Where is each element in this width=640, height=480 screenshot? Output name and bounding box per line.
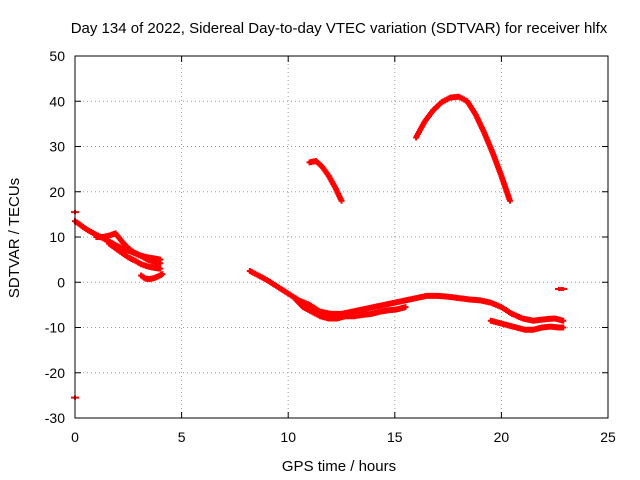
series-arc-2b (291, 295, 409, 322)
data-point (157, 260, 164, 267)
data-point (338, 197, 345, 204)
series-arc-3 (306, 157, 345, 204)
x-tick-label: 25 (600, 429, 616, 445)
x-tick-label: 0 (71, 429, 79, 445)
series-arc-1d (138, 271, 166, 283)
series-arc-1c (106, 240, 164, 272)
x-axis-title: GPS time / hours (282, 458, 396, 475)
series-arc-2 (246, 267, 567, 324)
data-point (157, 265, 164, 272)
series-arc-4 (413, 93, 513, 204)
y-tick-label: 30 (49, 139, 65, 155)
series-arc-1b (93, 230, 164, 267)
grid-lines (75, 56, 608, 418)
data-point (402, 304, 409, 311)
y-tick-label: -30 (45, 410, 65, 426)
data-point (559, 287, 568, 292)
y-tick-label: 50 (49, 48, 65, 64)
data-point (159, 271, 166, 278)
data-points (71, 93, 568, 400)
data-point (560, 317, 567, 324)
data-point (560, 324, 567, 331)
chart-title: Day 134 of 2022, Sidereal Day-to-day VTE… (71, 20, 608, 37)
x-tick-label: 20 (494, 429, 510, 445)
x-tick-label: 15 (387, 429, 403, 445)
data-point (506, 197, 513, 204)
y-tick-label: -20 (45, 365, 65, 381)
y-tick-label: 40 (49, 93, 65, 109)
axis-ticks: 0 5 10 15 20 25 -30 -20 -10 0 10 20 30 40 50 (45, 48, 616, 445)
x-tick-label: 10 (280, 429, 296, 445)
x-tick-label: 5 (178, 429, 186, 445)
series-arc-2c (487, 317, 567, 333)
y-tick-label: -10 (45, 320, 65, 336)
y-tick-label: 20 (49, 184, 65, 200)
y-axis-title: SDTVAR / TECUs (6, 178, 23, 298)
y-tick-label: 0 (57, 274, 65, 290)
y-tick-label: 10 (49, 229, 65, 245)
